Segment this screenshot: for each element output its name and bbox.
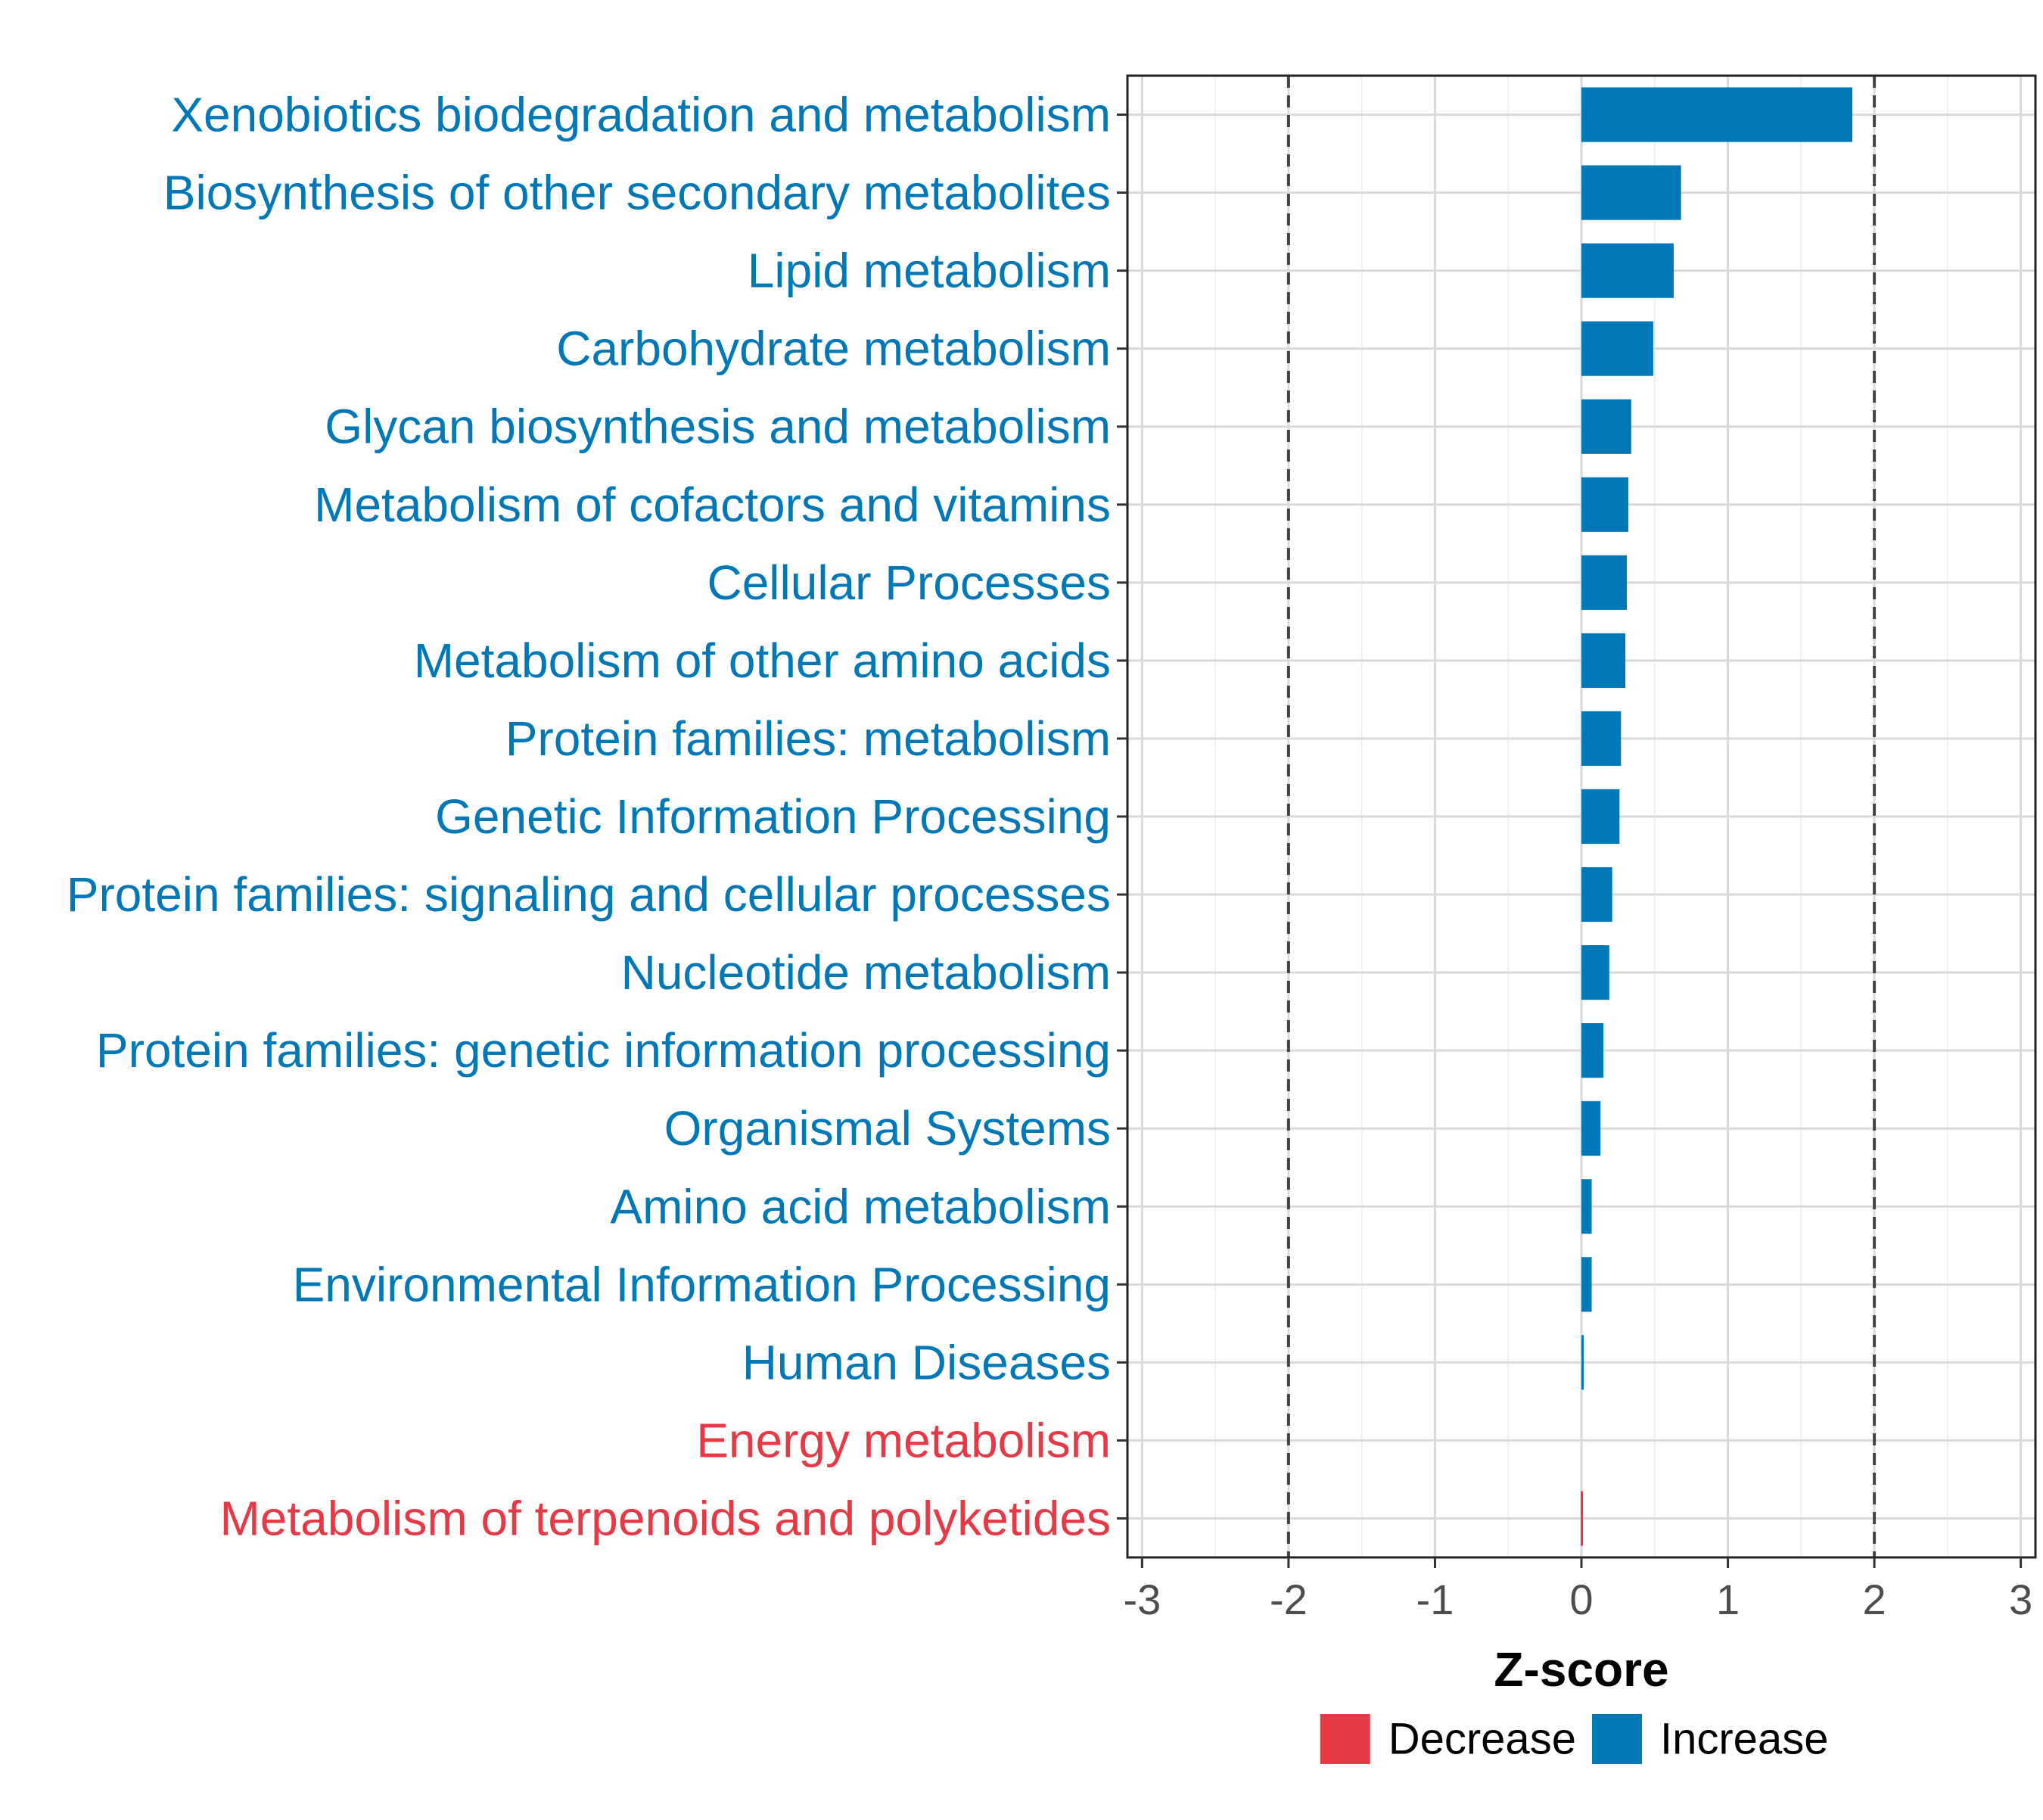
reference-lines <box>1286 76 1877 1557</box>
category-label: Nucleotide metabolism <box>621 945 1111 1000</box>
legend-label: Increase <box>1660 1715 1828 1764</box>
category-label: Metabolism of terpenoids and polyketides <box>219 1491 1111 1545</box>
bar <box>1581 477 1628 532</box>
bar <box>1581 633 1626 688</box>
category-label: Protein families: genetic information pr… <box>96 1023 1111 1078</box>
x-axis-tick-labels: -3 -2 -1 0 1 2 3 <box>1123 1576 2032 1623</box>
x-tick-label: 3 <box>2009 1576 2032 1623</box>
bars <box>1581 87 1853 1546</box>
category-label: Protein families: metabolism <box>505 711 1111 766</box>
legend-label: Decrease <box>1388 1715 1576 1764</box>
x-tick-label: -2 <box>1270 1576 1308 1623</box>
x-tick-label: 0 <box>1569 1576 1593 1623</box>
bar <box>1581 945 1609 1000</box>
category-label: Amino acid metabolism <box>610 1179 1111 1234</box>
x-tick-label: -1 <box>1416 1576 1454 1623</box>
bar <box>1581 555 1627 610</box>
bar <box>1581 321 1653 376</box>
category-label: Human Diseases <box>742 1335 1111 1389</box>
bar <box>1581 87 1853 142</box>
category-label: Metabolism of other amino acids <box>414 633 1111 688</box>
x-tick-label: -3 <box>1123 1576 1161 1623</box>
category-label: Environmental Information Processing <box>293 1257 1111 1311</box>
legend-key-increase <box>1592 1714 1642 1764</box>
legend-key-decrease <box>1320 1714 1370 1764</box>
category-label: Energy metabolism <box>696 1413 1111 1467</box>
bar <box>1581 866 1612 922</box>
bar <box>1581 1335 1584 1390</box>
category-label: Lipid metabolism <box>748 244 1111 298</box>
category-label: Biosynthesis of other secondary metaboli… <box>163 166 1111 220</box>
bar <box>1581 243 1674 298</box>
y-axis-ticks <box>1117 114 1127 1520</box>
category-label: Xenobiotics biodegradation and metabolis… <box>171 88 1111 142</box>
x-tick-label: 2 <box>1863 1576 1886 1623</box>
category-label: Carbohydrate metabolism <box>556 322 1111 376</box>
legend: Decrease Increase <box>1320 1714 1828 1764</box>
category-label: Protein families: signaling and cellular… <box>67 867 1111 922</box>
bar <box>1581 711 1622 767</box>
category-label: Metabolism of cofactors and vitamins <box>314 478 1111 532</box>
bar <box>1581 1179 1592 1234</box>
x-axis-title: Z-score <box>1494 1642 1668 1697</box>
bar <box>1581 1101 1601 1156</box>
bar <box>1581 165 1681 220</box>
bar <box>1581 1257 1592 1312</box>
category-label: Cellular Processes <box>707 555 1111 610</box>
bar <box>1581 789 1620 845</box>
category-label: Genetic Information Processing <box>435 789 1111 844</box>
category-label: Organismal Systems <box>664 1101 1111 1156</box>
bar <box>1581 1491 1584 1546</box>
x-tick-label: 1 <box>1716 1576 1740 1623</box>
category-label: Glycan biosynthesis and metabolism <box>325 400 1111 454</box>
bar <box>1581 399 1631 454</box>
bar <box>1581 1023 1604 1078</box>
x-axis-ticks <box>1140 1557 2023 1568</box>
y-axis-labels: Xenobiotics biodegradation and metabolis… <box>67 88 1111 1546</box>
